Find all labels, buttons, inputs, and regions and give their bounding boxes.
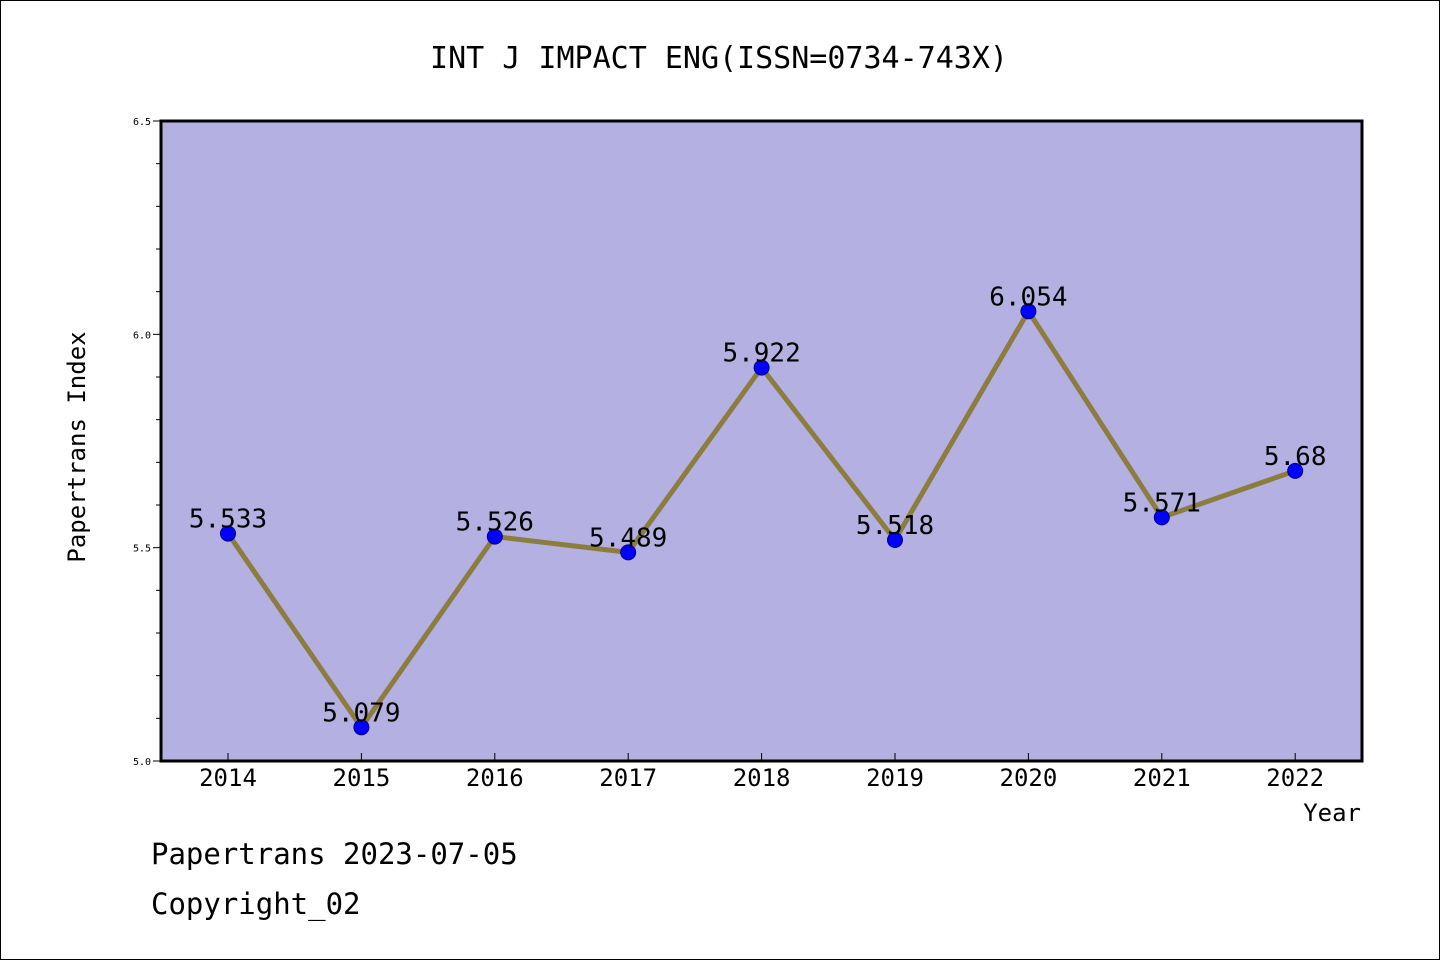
x-axis-label: Year (1303, 799, 1361, 827)
x-tick-label: 2020 (1000, 764, 1058, 792)
x-tick-label: 2014 (199, 764, 257, 792)
data-point-marker (486, 528, 503, 545)
x-tick-label: 2018 (733, 764, 791, 792)
data-label: 5.079 (322, 698, 400, 728)
series-group: 5.533 5.079 5.526 5.489 5.922 5.518 6.054 5.571… (189, 282, 1327, 736)
data-label: 5.526 (456, 508, 534, 538)
x-axis: 2014 2015 2016 2017 2018 2019 2020 2021 2022 (199, 753, 1324, 792)
data-label: 5.571 (1123, 488, 1201, 518)
y-tick-label: 5.5 (133, 544, 151, 555)
x-tick-label: 2022 (1266, 764, 1324, 792)
data-label: 5.533 (189, 505, 267, 535)
data-point-marker (1153, 509, 1170, 526)
data-point-marker (887, 531, 903, 548)
data-point-marker (220, 525, 236, 542)
data-point-marker (1020, 303, 1037, 320)
footer-copyright-text: Copyright_02 (151, 887, 361, 921)
data-point-marker (620, 544, 637, 561)
y-axis: 5.0 5.5 6.0 6.5 (133, 117, 161, 768)
data-label: 6.054 (989, 282, 1067, 312)
y-axis-label: Papertrans Index (63, 331, 91, 562)
data-label: 5.489 (589, 523, 667, 553)
x-tick-label: 2021 (1133, 764, 1191, 792)
plot-area (159, 119, 1364, 763)
x-tick-label: 2017 (599, 764, 657, 792)
data-label: 5.922 (722, 339, 800, 369)
x-tick-label: 2015 (333, 764, 391, 792)
footer-date-text: Papertrans 2023-07-05 (151, 837, 518, 871)
y-tick-label: 6.5 (133, 117, 151, 128)
x-tick-label: 2019 (866, 764, 924, 792)
x-tick-label: 2016 (466, 764, 524, 792)
data-point-marker (753, 359, 770, 376)
data-point-marker (1287, 462, 1304, 479)
data-label: 5.68 (1264, 442, 1327, 472)
chart-title: INT J IMPACT ENG(ISSN=0734-743X) (430, 41, 1008, 76)
y-tick-label: 6.0 (133, 330, 151, 341)
y-tick-label: 5.0 (133, 757, 151, 768)
data-label: 5.518 (856, 511, 934, 541)
data-point-marker (353, 719, 370, 736)
